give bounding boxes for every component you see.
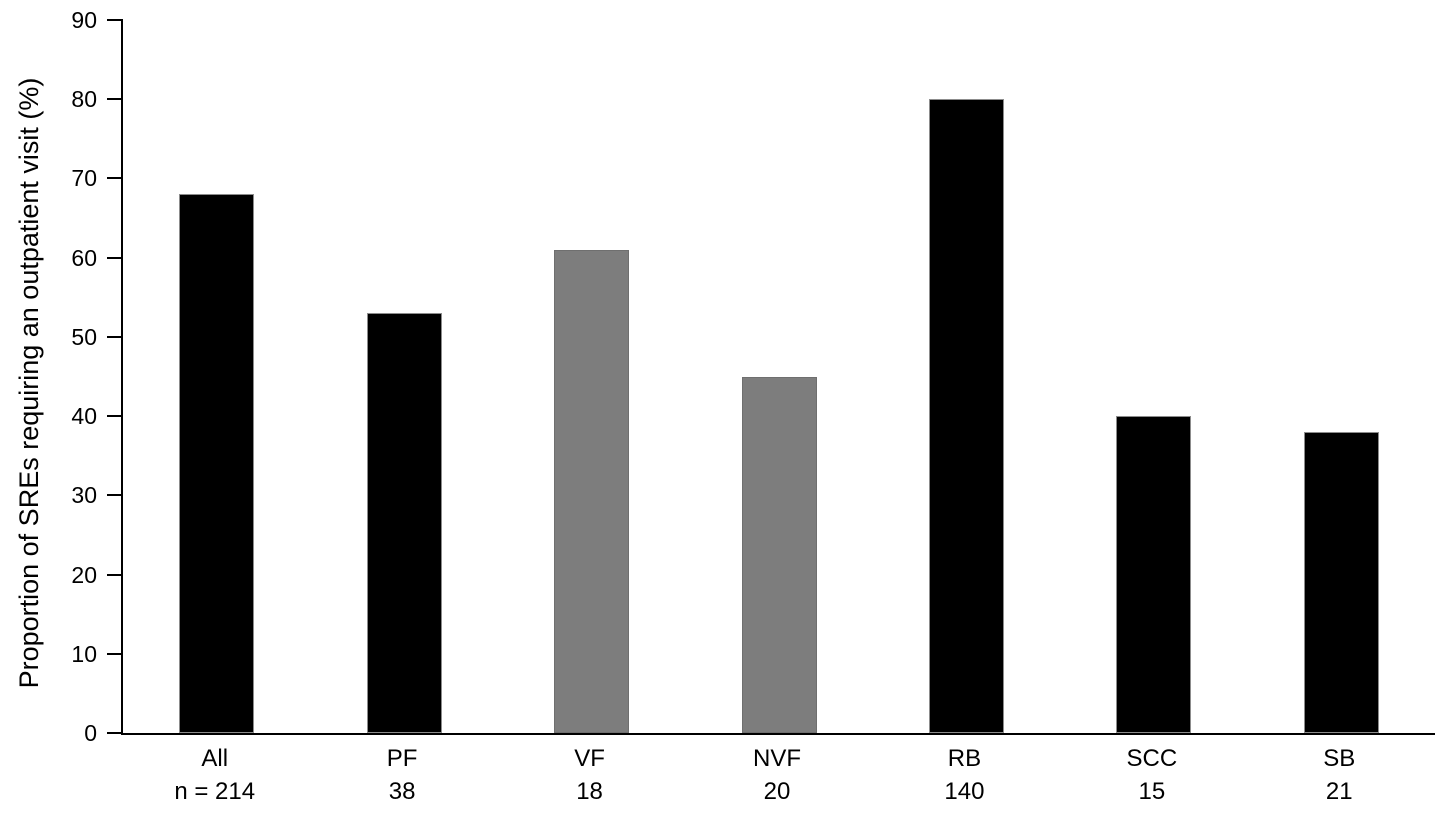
x-axis-label-nvf: NVF 20	[684, 742, 870, 808]
sample-size-label: 20	[763, 778, 791, 805]
x-axis-label-pf: PF 38	[309, 742, 495, 808]
y-axis-tick	[107, 98, 123, 101]
plot-area: 0 10 20 30 40 50 60 70 80 90	[71, 7, 1435, 746]
x-axis-label-all: All n = 214	[122, 742, 308, 808]
sample-size-label: 15	[1138, 778, 1166, 805]
x-axis-label-sb: SB 21	[1246, 742, 1432, 808]
category-label: PF	[386, 745, 418, 772]
category-label: SCC	[1126, 745, 1178, 772]
y-axis-tick	[107, 573, 123, 576]
y-axis-tick	[107, 415, 123, 418]
bar-vf	[554, 249, 630, 733]
category-label: SB	[1323, 745, 1356, 772]
x-axis-label-rb: RB 140	[871, 742, 1057, 808]
y-axis-tick-label: 10	[71, 640, 97, 667]
y-axis-tick	[107, 652, 123, 655]
y-axis-tick-label: 30	[71, 482, 97, 509]
sample-size-label: n = 214	[174, 778, 256, 805]
y-axis-tick-label: 0	[84, 720, 97, 746]
y-axis-tick	[107, 177, 123, 180]
category-label: All	[201, 745, 229, 772]
sample-size-label: 140	[944, 778, 985, 805]
sample-size-label: 18	[576, 778, 603, 805]
category-label: RB	[947, 745, 982, 772]
y-axis-tick	[107, 19, 123, 21]
bar-all	[179, 194, 255, 733]
y-axis-tick-label: 80	[71, 86, 97, 113]
bar-nvf	[741, 376, 817, 733]
y-axis-tick	[107, 732, 123, 734]
bar-pf	[366, 313, 442, 733]
y-axis-tick	[107, 335, 123, 338]
y-axis-tick-label: 60	[71, 244, 97, 271]
x-axis-label-vf: VF 18	[497, 742, 683, 808]
sample-size-label: 38	[388, 778, 416, 805]
sample-size-label: 21	[1325, 778, 1353, 805]
y-axis-tick	[107, 256, 123, 259]
y-axis-tick-label: 50	[71, 323, 97, 350]
x-axis-label-scc: SCC 15	[1059, 742, 1245, 808]
y-axis-tick-label: 70	[71, 165, 97, 192]
y-axis-tick-label: 40	[71, 403, 97, 430]
category-label: VF	[574, 745, 605, 772]
bar-sb	[1303, 431, 1379, 733]
bar-scc	[1116, 416, 1192, 733]
y-axis-tick	[107, 494, 123, 497]
y-axis-tick-label: 20	[71, 561, 97, 588]
y-axis-tick-label: 90	[71, 7, 97, 33]
bar-rb	[928, 99, 1004, 733]
category-label: NVF	[753, 745, 801, 772]
